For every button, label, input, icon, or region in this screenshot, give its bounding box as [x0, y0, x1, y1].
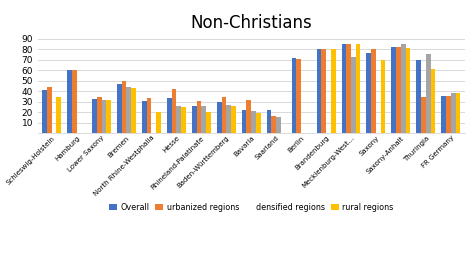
Bar — [131, 88, 136, 133]
Bar — [201, 106, 206, 133]
Bar — [396, 47, 401, 133]
Bar — [321, 49, 326, 133]
Bar — [276, 116, 281, 133]
Bar — [416, 60, 421, 133]
Bar — [221, 96, 226, 133]
Bar — [56, 96, 61, 133]
Bar — [142, 101, 146, 133]
Bar — [421, 96, 426, 133]
Bar — [351, 56, 356, 133]
Bar — [251, 111, 256, 133]
Bar — [456, 93, 460, 133]
Bar — [167, 98, 172, 133]
Bar — [206, 112, 211, 133]
Bar — [122, 81, 127, 133]
Bar — [342, 44, 346, 133]
Bar — [231, 106, 236, 133]
Bar — [97, 96, 101, 133]
Bar — [267, 110, 272, 133]
Bar — [146, 98, 151, 133]
Bar — [181, 107, 186, 133]
Bar — [246, 100, 251, 133]
Legend: Overall, urbanized regions, densified regions, rural regions: Overall, urbanized regions, densified re… — [106, 200, 396, 215]
Bar — [356, 44, 361, 133]
Bar — [101, 100, 106, 133]
Bar — [331, 49, 336, 133]
Bar — [401, 44, 406, 133]
Bar — [430, 69, 435, 133]
Bar — [371, 49, 376, 133]
Title: Non-Christians: Non-Christians — [191, 14, 312, 32]
Bar — [72, 70, 77, 133]
Bar — [176, 106, 181, 133]
Bar — [292, 58, 296, 133]
Bar — [406, 48, 410, 133]
Bar — [42, 90, 47, 133]
Bar — [446, 96, 451, 133]
Bar — [242, 110, 246, 133]
Bar — [92, 99, 97, 133]
Bar — [317, 49, 321, 133]
Bar — [192, 106, 197, 133]
Bar — [441, 96, 446, 133]
Bar — [256, 113, 261, 133]
Bar — [296, 59, 301, 133]
Bar — [172, 89, 176, 133]
Bar — [272, 116, 276, 133]
Bar — [127, 87, 131, 133]
Bar — [366, 53, 371, 133]
Bar — [67, 70, 72, 133]
Bar — [392, 47, 396, 133]
Bar — [226, 105, 231, 133]
Bar — [106, 100, 111, 133]
Bar — [117, 84, 122, 133]
Bar — [346, 44, 351, 133]
Bar — [156, 112, 161, 133]
Bar — [381, 60, 385, 133]
Bar — [217, 102, 221, 133]
Bar — [426, 54, 430, 133]
Bar — [197, 101, 201, 133]
Bar — [47, 87, 52, 133]
Bar — [451, 93, 456, 133]
